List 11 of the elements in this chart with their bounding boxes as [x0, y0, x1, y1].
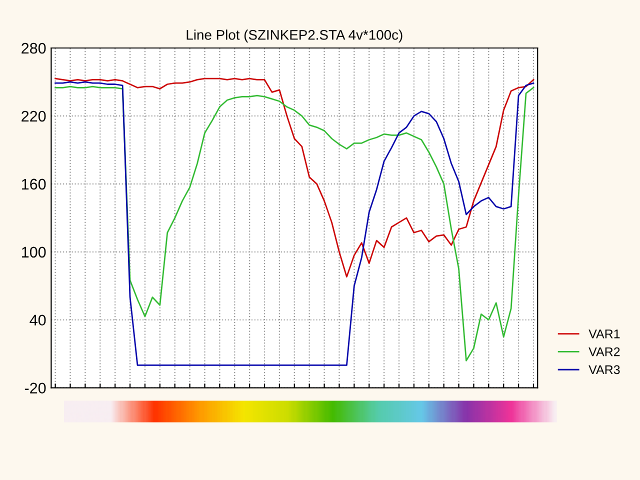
y-tick-label: 100 [22, 246, 46, 258]
chart-title: Line Plot (SZINKEP2.STA 4v*100c) [186, 30, 402, 43]
legend-label: VAR3 [588, 365, 620, 374]
y-tick-label: 280 [22, 42, 46, 54]
y-tick-label: -20 [24, 382, 46, 394]
legend-label: VAR1 [588, 330, 620, 338]
y-tick-label: 40 [30, 314, 46, 326]
legend-label: VAR2 [588, 347, 620, 356]
line-series [54, 78, 534, 278]
y-tick-label: 160 [22, 178, 46, 190]
y-tick-label: 220 [22, 110, 46, 122]
